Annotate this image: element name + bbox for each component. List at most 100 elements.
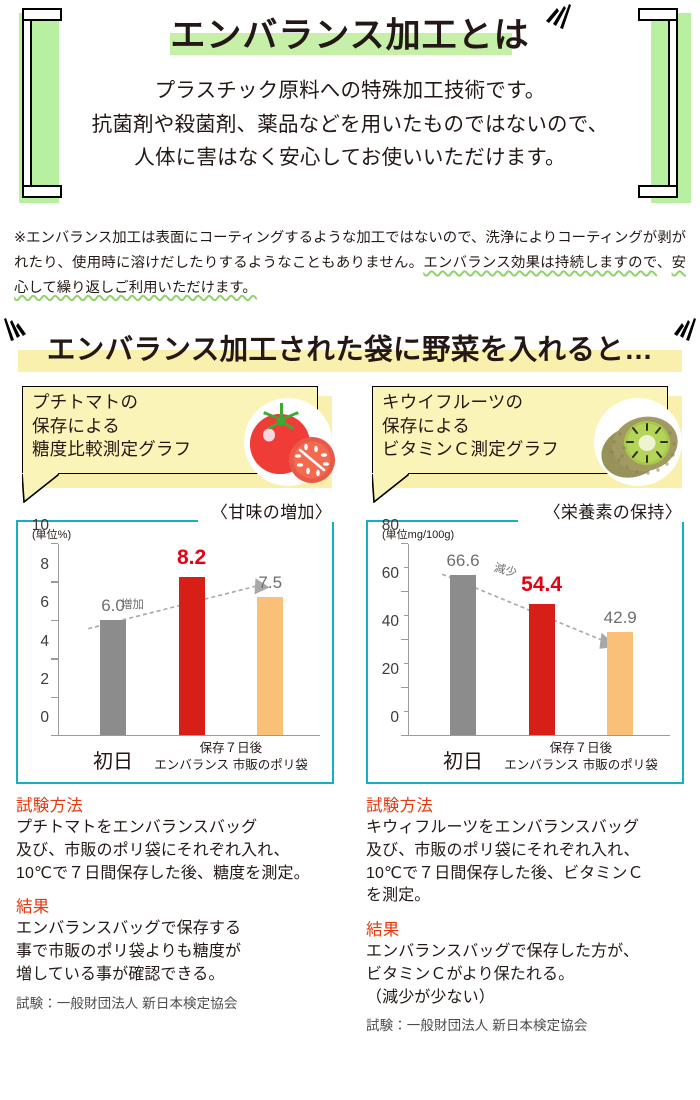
tomato-ytick-2 (51, 696, 58, 698)
kiwi-bar-2: 42.9 (604, 608, 637, 735)
tomato-chart: (単位%) 0 2 4 6 8 10 (16, 517, 334, 785)
kiwi-method-label: 試験方法 (366, 797, 434, 816)
kiwi-bar-1: 54.4 (521, 573, 562, 735)
bracket-left-frame (14, 8, 62, 198)
tomato-callout: プチトマトの 保存による 糖度比較測定グラフ (16, 382, 335, 504)
tomato-result-text: エンバランスバッグで保存する 事で市販のポリ袋よりも糖度が 増している事が確認で… (16, 920, 242, 983)
tomato-chart-topline (16, 520, 198, 523)
tomato-bar-value-0: 6.0 (101, 595, 125, 615)
bracket-left-bottom-arm (22, 185, 62, 198)
tomato-result-label: 結果 (16, 898, 50, 917)
kiwi-ytick-0 (401, 734, 408, 737)
kiwi-callout-text: キウイフルーツの 保存による ビタミンＣ測定グラフ (382, 392, 559, 459)
footnote-part2: 、 (656, 254, 672, 271)
decorative-bracket-right (638, 8, 691, 203)
kiwi-callout: キウイフルーツの 保存による ビタミンＣ測定グラフ (366, 382, 684, 504)
tomato-ylabel-0: 0 (40, 709, 49, 727)
tomato-ylabel-10: 10 (31, 517, 49, 535)
page-title: エンバランス加工とは (170, 16, 530, 55)
kiwi-ylabel-0: 0 (390, 709, 399, 727)
comparison-columns: プチトマトの 保存による 糖度比較測定グラフ (0, 382, 700, 1036)
kiwi-ytick-10 (404, 710, 408, 713)
tomato-source: 試験：一般財団法人 新日本検定協会 (16, 995, 238, 1011)
kiwi-ytick-80 (401, 542, 408, 545)
hero-body-line-2: 抗菌剤や殺菌剤、薬品などを用いたものではないので、 (91, 112, 609, 136)
tomato-callout-tail (22, 473, 59, 504)
kiwi-xcat-0: 初日 (443, 751, 484, 774)
tomato-ytick-6 (51, 619, 58, 622)
kiwi-ytick-20 (401, 686, 408, 689)
bracket-right-vertical (668, 8, 678, 198)
bracket-left-top-arm (22, 8, 62, 21)
tomato-ytick-10 (51, 542, 58, 545)
kiwi-bar-0: 66.6 (446, 551, 480, 735)
kiwi-bar-value-1: 54.4 (521, 573, 563, 597)
bracket-right-top-arm (638, 8, 678, 21)
tomato-chart-unit: (単位%) (32, 529, 72, 542)
kiwi-description: 試験方法 キウィフルーツをエンバランスバッグ 及び、市販のポリ袋にそれぞれ入れ、… (366, 784, 684, 1036)
tomato-ytick-4 (51, 658, 58, 660)
tomato-ylabel-2: 2 (40, 670, 49, 688)
kiwi-callout-tail (372, 473, 409, 504)
title-highlight-bar (170, 32, 512, 55)
kiwi-source: 試験：一般財団法人 新日本検定協会 (366, 1018, 588, 1034)
kiwi-result-text: エンバランスバッグで保存した方が、 ビタミンＣがより保たれる。 （減少が少ない） (366, 943, 640, 1006)
kiwi-y-axis (408, 544, 410, 737)
kiwi-chart-header: 〈栄養素の保持〉 (366, 498, 684, 524)
sparkle-icon-left (4, 318, 26, 342)
tomato-ylabel-6: 6 (40, 594, 49, 612)
tomato-bar-2: 7.5 (257, 573, 284, 735)
kiwi-ytick-70 (404, 566, 408, 569)
tomato-method-label: 試験方法 (16, 797, 84, 816)
kiwi-chart-topline (366, 520, 518, 523)
tomato-bar-value-2: 7.5 (258, 572, 283, 592)
tomato-icon (244, 398, 335, 487)
tomato-y-axis (58, 544, 60, 737)
section-headline-text: エンバランス加工された袋に野菜を入れると… (46, 334, 654, 367)
tomato-xcat-2: 市販のポリ袋 (232, 758, 308, 773)
footnote-wavy-2: 安心して繰り返しご利用いただけます。 (14, 254, 686, 296)
kiwi-chart-title: 〈栄養素の保持〉 (539, 498, 682, 524)
kiwi-result-label: 結果 (366, 921, 400, 940)
tomato-ytick-0 (51, 734, 58, 737)
tomato-chart-title: 〈甘味の増加〉 (206, 498, 332, 524)
kiwi-xcat-1: エンバランス (504, 758, 579, 773)
tomato-chart-header: 〈甘味の増加〉 (16, 498, 334, 524)
tomato-bar-1: 8.2 (177, 546, 206, 735)
kiwi-x-categories: 初日 保存７日後 エンバランス 市販のポリ袋 (408, 734, 670, 776)
kiwi-x-axis (408, 734, 670, 737)
kiwi-icon (594, 398, 682, 487)
tomato-trend-label: 増加 (120, 599, 144, 612)
tomato-ylabel-8: 8 (40, 555, 49, 573)
kiwi-ytick-30 (404, 662, 408, 665)
tomato-xcat-0: 初日 (93, 751, 134, 774)
tomato-method-text: プチトマトをエンバランスバッグ 及び、市販のポリ袋にそれぞれ入れ、 10℃で７日… (16, 819, 310, 882)
tomato-x-axis (58, 734, 320, 737)
tomato-bar-value-1: 8.2 (177, 546, 207, 570)
tomato-xgroup-label: 保存７日後 (199, 741, 263, 756)
tomato-callout-text: プチトマトの 保存による 糖度比較測定グラフ (32, 392, 192, 459)
kiwi-xgroup-label: 保存７日後 (549, 741, 613, 756)
kiwi-xcat-2: 市販のポリ袋 (582, 758, 658, 773)
hero-section: エンバランス加工とは プラスチック原料への特殊加工技術です。 抗菌剤や殺菌剤、薬… (0, 0, 700, 212)
bracket-right-bottom-arm (638, 185, 678, 198)
tomato-bar-0: 6.0 (100, 596, 127, 735)
kiwi-ylabel-60: 60 (381, 565, 399, 583)
kiwi-chart: (単位mg/100g) 0 20 40 60 80 (366, 517, 684, 785)
kiwi-bar-value-0: 66.6 (446, 551, 480, 571)
bracket-left-vertical (22, 8, 32, 198)
kiwi-ytick-50 (404, 614, 408, 617)
tomato-plot-area: 0 2 4 6 8 10 増加 6.0 8.2 (32, 517, 320, 737)
column-kiwi: キウイフルーツの 保存による ビタミンＣ測定グラフ (350, 382, 700, 1036)
sparkle-icon (545, 4, 571, 29)
footnote-text: ※エンバランス加工は表面にコーティングするような加工ではないので、洗浄によりコー… (14, 226, 686, 300)
kiwi-ytick-40 (401, 638, 408, 641)
section-headline: エンバランス加工された袋に野菜を入れると… (0, 314, 700, 376)
kiwi-plot-area: 0 20 40 60 80 減少 66.6 54.4 (382, 517, 670, 737)
tomato-description: 試験方法 プチトマトをエンバランスバッグ 及び、市販のポリ袋にそれぞれ入れ、 1… (16, 784, 334, 1013)
column-tomato: プチトマトの 保存による 糖度比較測定グラフ (0, 382, 350, 1036)
tomato-x-categories: 初日 保存７日後 エンバランス 市販のポリ袋 (58, 734, 320, 776)
kiwi-ylabel-80: 80 (381, 517, 399, 535)
decorative-bracket-left (14, 8, 62, 203)
kiwi-ytick-60 (401, 590, 408, 593)
